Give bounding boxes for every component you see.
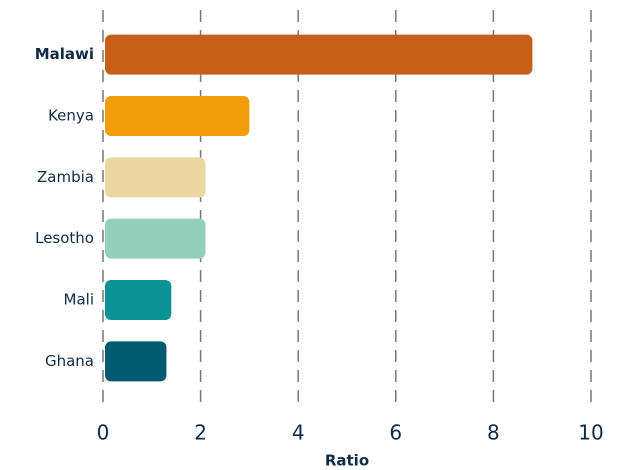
bar (105, 280, 172, 320)
bar (105, 341, 167, 382)
x-tick-label: 10 (578, 421, 603, 445)
bar (105, 34, 533, 75)
bar (105, 218, 206, 259)
y-tick-label: Kenya (48, 107, 94, 125)
y-tick-label: Malawi (35, 45, 94, 63)
x-tick-label: 0 (97, 421, 110, 445)
x-tick-label: 4 (292, 421, 305, 445)
y-tick-label: Ghana (45, 352, 94, 370)
y-tick-label: Lesotho (35, 229, 94, 247)
x-tick-label: 2 (194, 421, 207, 445)
bar (105, 96, 250, 136)
x-tick-label: 8 (487, 421, 500, 445)
x-tick-label: 6 (389, 421, 402, 445)
y-tick-label: Zambia (37, 168, 94, 186)
x-axis-label: Ratio (325, 452, 369, 470)
bar (105, 157, 206, 198)
y-tick-label: Mali (64, 291, 94, 309)
